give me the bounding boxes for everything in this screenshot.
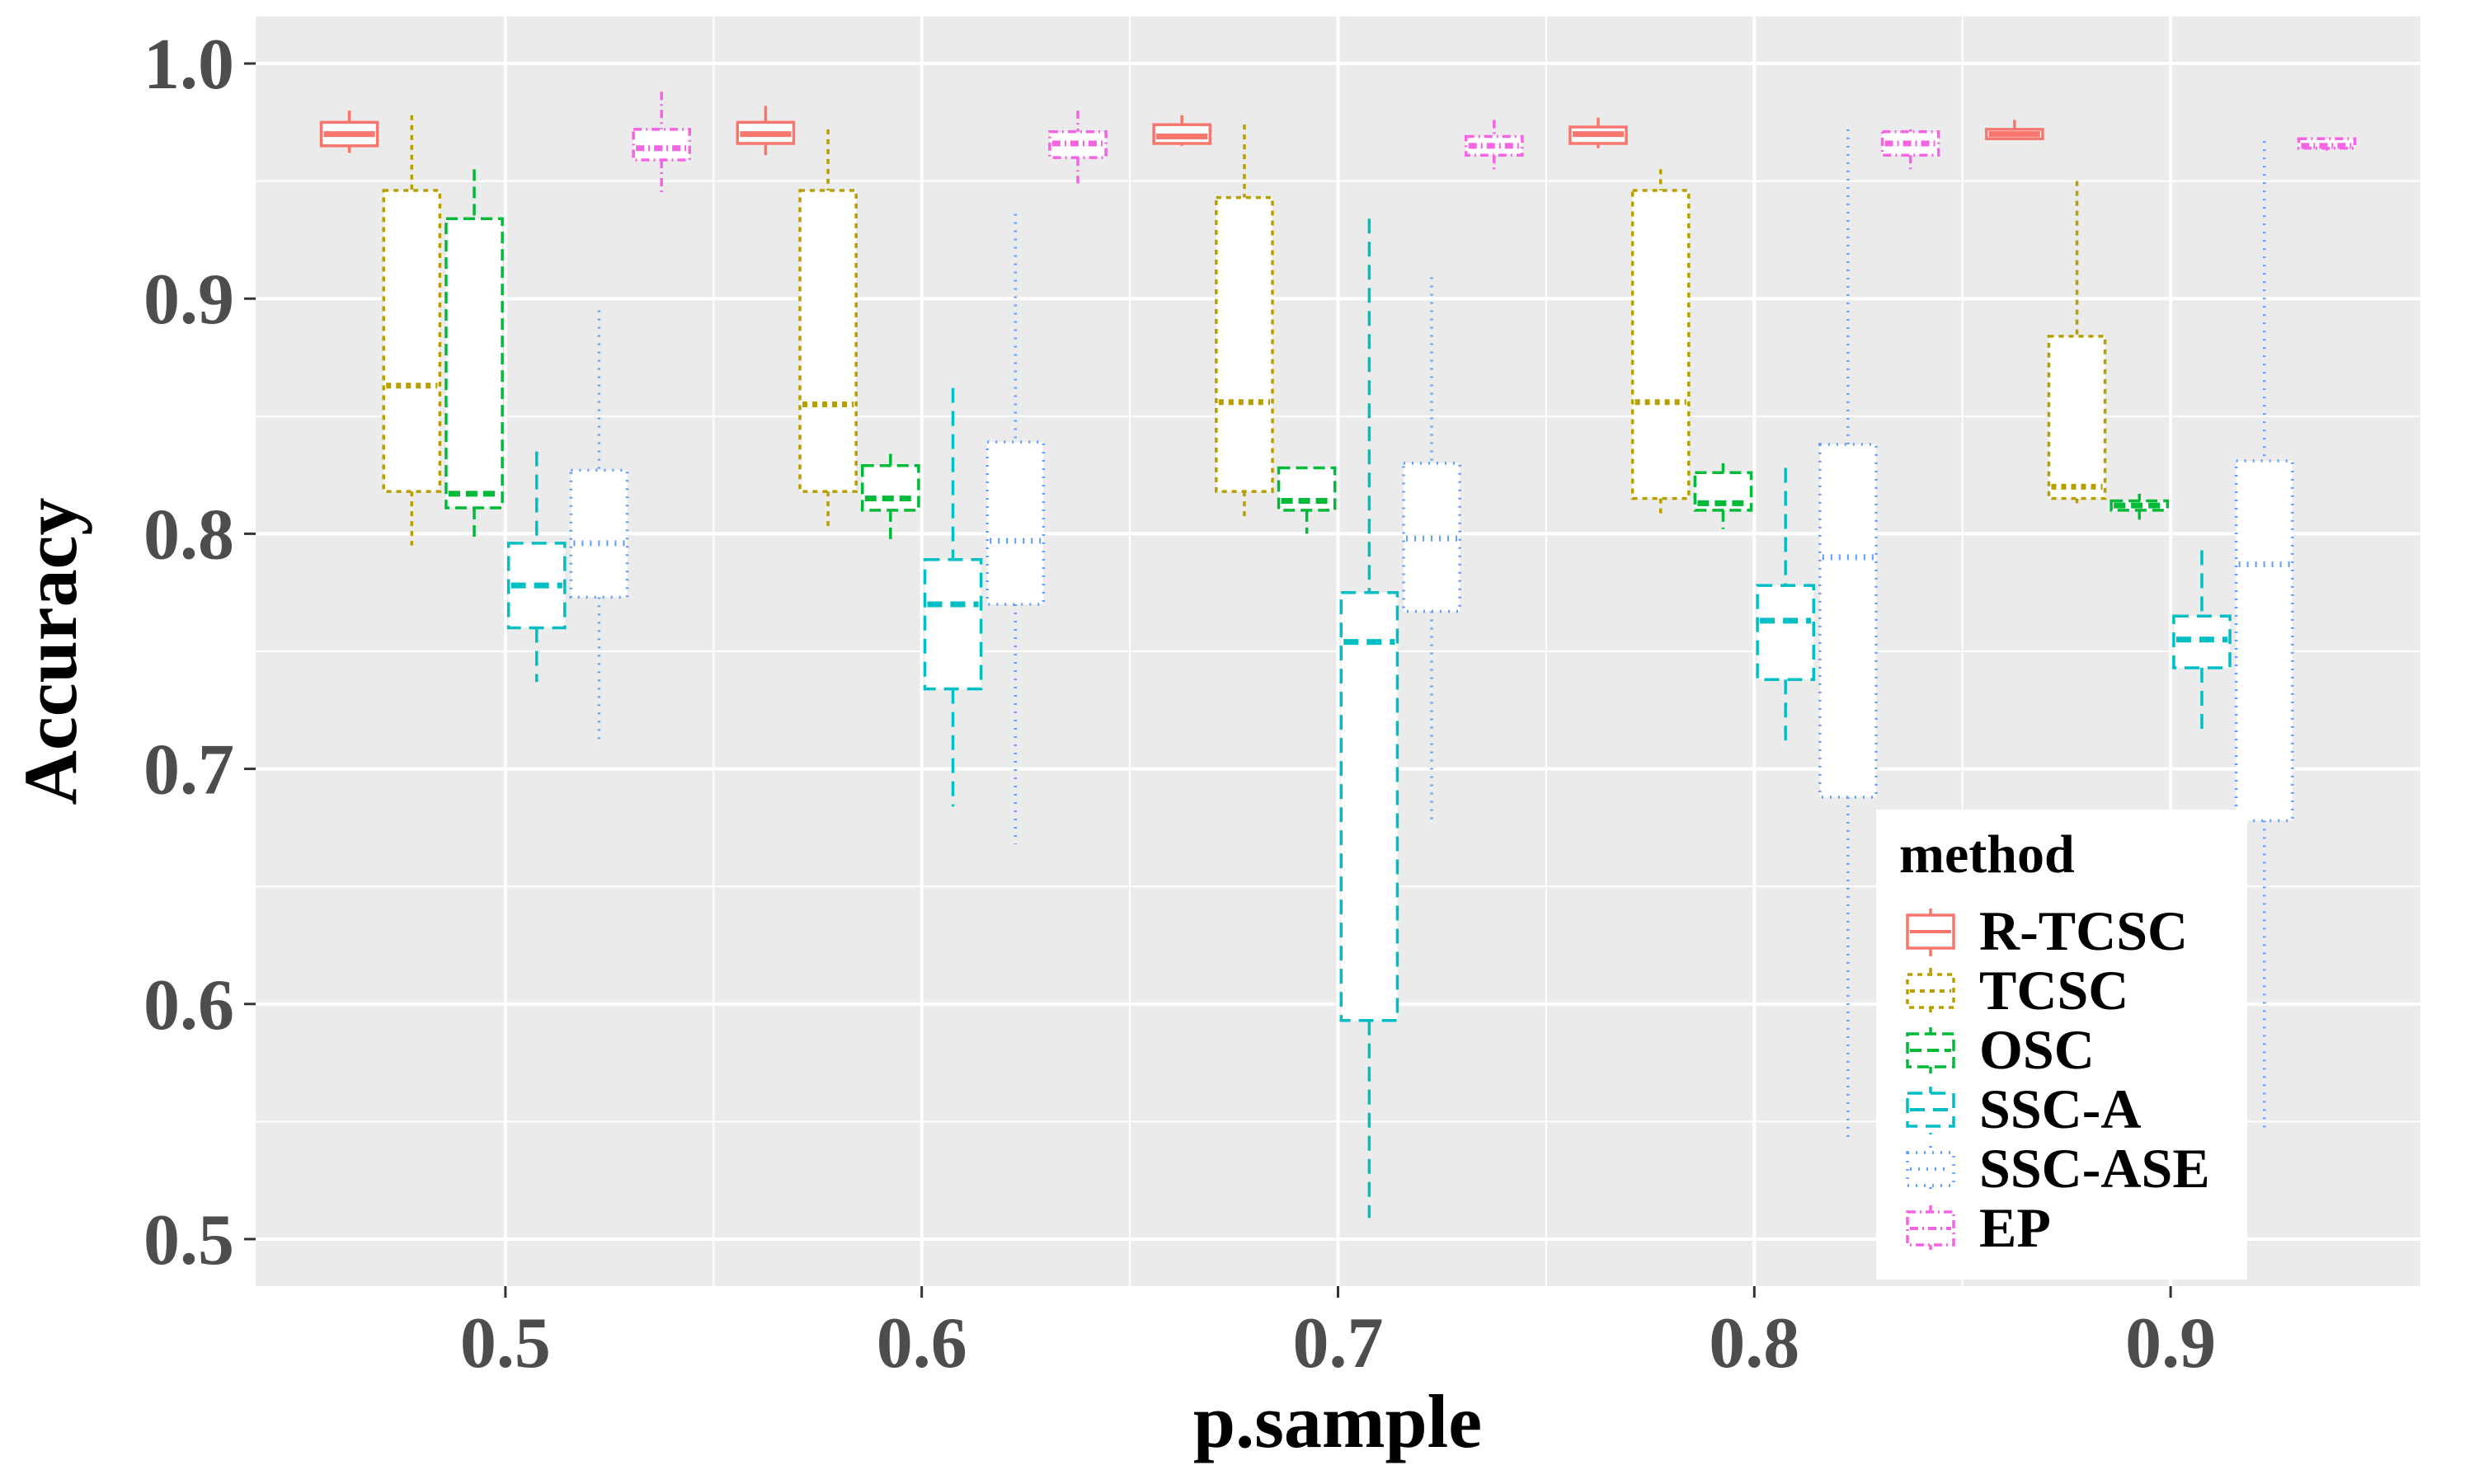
x-axis-ticks: 0.5 0.6 0.7 0.8 0.9 — [460, 1286, 2216, 1383]
box — [2047, 335, 2107, 500]
x-tick-label: 0.6 — [877, 1303, 967, 1383]
series-osc — [444, 169, 2170, 541]
legend-key-box — [1906, 1151, 1955, 1187]
box — [1215, 195, 1274, 493]
y-tick-label: 0.6 — [143, 965, 234, 1045]
series-r-tcsc — [319, 106, 2044, 156]
legend-item: TCSC — [1906, 959, 2128, 1021]
box — [985, 440, 1046, 606]
box — [632, 128, 692, 162]
legend-item: SSC-ASE — [1906, 1137, 2210, 1200]
box-series — [319, 92, 2357, 1219]
x-tick-label: 0.9 — [2125, 1303, 2216, 1383]
x-tick-label: 0.5 — [460, 1303, 551, 1383]
series-ep — [632, 92, 2357, 195]
y-axis-ticks: 0.5 0.6 0.7 0.8 0.9 1.0 — [143, 25, 256, 1280]
box — [923, 558, 983, 691]
box — [569, 468, 629, 599]
legend-label: SSC-ASE — [1979, 1137, 2210, 1200]
box — [1756, 584, 1815, 681]
legend-label: EP — [1979, 1196, 2051, 1259]
legend-label: TCSC — [1979, 959, 2128, 1021]
legend-title: method — [1899, 824, 2075, 885]
x-axis-title: p.sample — [1193, 1379, 1482, 1463]
box — [1277, 466, 1337, 512]
y-tick-label: 0.5 — [143, 1200, 234, 1280]
legend-label: SSC-A — [1979, 1078, 2142, 1140]
box — [382, 189, 442, 493]
box — [444, 217, 504, 510]
x-tick-label: 0.8 — [1709, 1303, 1799, 1383]
box — [2234, 459, 2294, 823]
legend-item: SSC-A — [1906, 1078, 2142, 1140]
series-ssc-a — [506, 218, 2232, 1219]
series-tcsc — [382, 115, 2107, 546]
legend-label: OSC — [1979, 1018, 2095, 1081]
box — [1339, 590, 1399, 1022]
legend-item: EP — [1906, 1196, 2051, 1259]
legend-key-box — [1906, 973, 1955, 1009]
legend-item: OSC — [1906, 1018, 2095, 1081]
y-tick-label: 0.9 — [143, 260, 234, 340]
box — [1818, 443, 1878, 799]
y-axis-title: Accuracy — [8, 498, 92, 805]
legend-label: R-TCSC — [1979, 899, 2188, 962]
box — [1630, 189, 1691, 500]
x-tick-label: 0.7 — [1293, 1303, 1384, 1383]
y-tick-label: 0.8 — [143, 495, 234, 575]
legend-item: R-TCSC — [1906, 899, 2188, 962]
box — [798, 189, 858, 493]
y-tick-label: 0.7 — [143, 730, 234, 810]
box — [861, 463, 920, 512]
y-tick-label: 1.0 — [143, 25, 234, 105]
series-ssc-ase — [569, 129, 2294, 1144]
